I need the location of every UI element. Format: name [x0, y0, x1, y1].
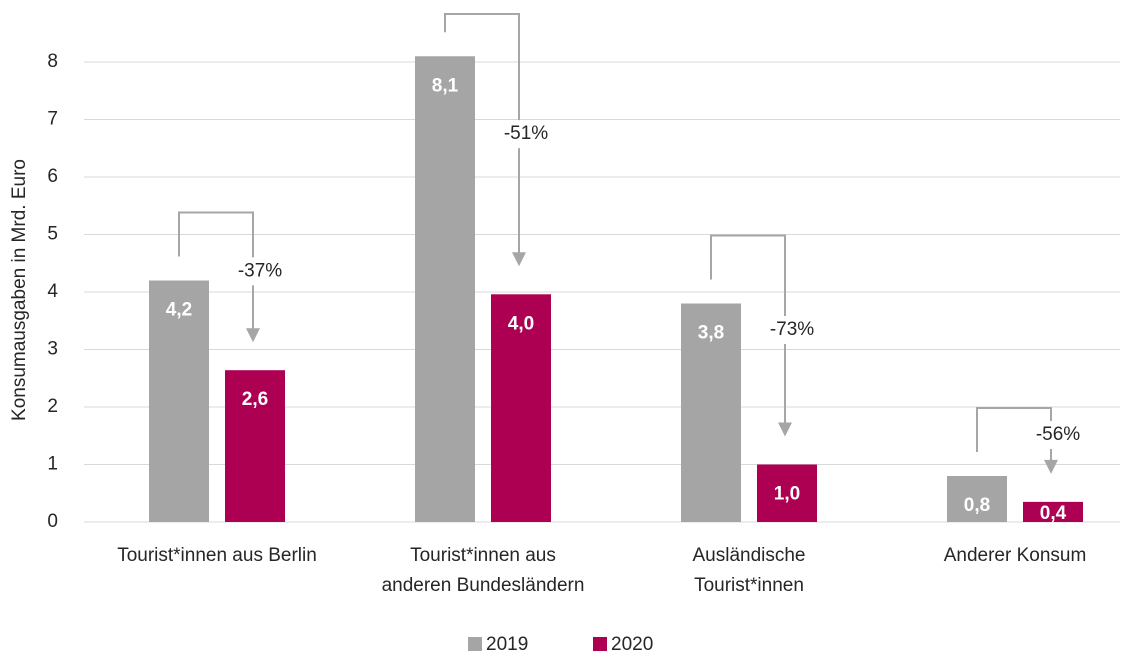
y-tick-label: 2	[47, 396, 58, 417]
bar	[491, 294, 551, 522]
annotation: -56%	[1036, 424, 1080, 445]
value-label: 1,0	[774, 484, 800, 505]
x-tick-label: Anderer Konsum	[944, 545, 1087, 566]
y-tick-label: 4	[47, 281, 58, 302]
value-label: 2,6	[242, 389, 268, 410]
x-tick-label: Tourist*innen	[694, 575, 804, 596]
y-tick-label: 0	[47, 511, 58, 532]
bar	[757, 464, 817, 522]
annotation-bg	[1021, 420, 1095, 449]
bar	[1023, 501, 1083, 522]
legend-swatch	[468, 637, 482, 651]
y-tick-label: 1	[47, 454, 58, 475]
y-tick-label: 8	[47, 51, 58, 72]
value-label: 8,1	[432, 75, 459, 96]
arrow-head	[246, 328, 260, 343]
x-tick-label: Tourist*innen aus Berlin	[117, 545, 317, 566]
arrow-head	[778, 422, 792, 437]
value-label: 4,2	[166, 300, 192, 321]
bar	[681, 303, 741, 522]
value-label: 3,8	[698, 323, 724, 344]
arrow-head	[1044, 459, 1058, 474]
annotation-bg	[223, 257, 297, 286]
annotation: -37%	[238, 260, 282, 281]
x-tick-label: Tourist*innen aus	[410, 545, 556, 566]
legend-label: 2019	[486, 634, 528, 655]
value-label: 4,0	[508, 313, 534, 334]
annotation: -73%	[770, 319, 814, 340]
legend-swatch	[593, 637, 607, 651]
annotation-bg	[489, 120, 563, 149]
annotation-bg	[755, 316, 829, 344]
arrow-head	[512, 252, 526, 267]
y-tick-label: 6	[47, 166, 58, 187]
bar	[947, 476, 1007, 522]
y-tick-label: 5	[47, 224, 58, 245]
x-tick-label: Ausländische	[692, 545, 805, 566]
y-tick-label: 7	[47, 109, 58, 130]
value-label: 0,8	[964, 495, 990, 516]
bar	[415, 56, 475, 522]
legend-label: 2020	[611, 634, 653, 655]
y-tick-label: 3	[47, 339, 58, 360]
y-axis-label: Konsumausgaben in Mrd. Euro	[9, 159, 30, 421]
annotation: -51%	[504, 123, 548, 144]
value-label: 0,4	[1040, 503, 1067, 524]
x-tick-label: anderen Bundesländern	[382, 575, 585, 596]
bar	[225, 370, 285, 522]
bar	[149, 280, 209, 522]
